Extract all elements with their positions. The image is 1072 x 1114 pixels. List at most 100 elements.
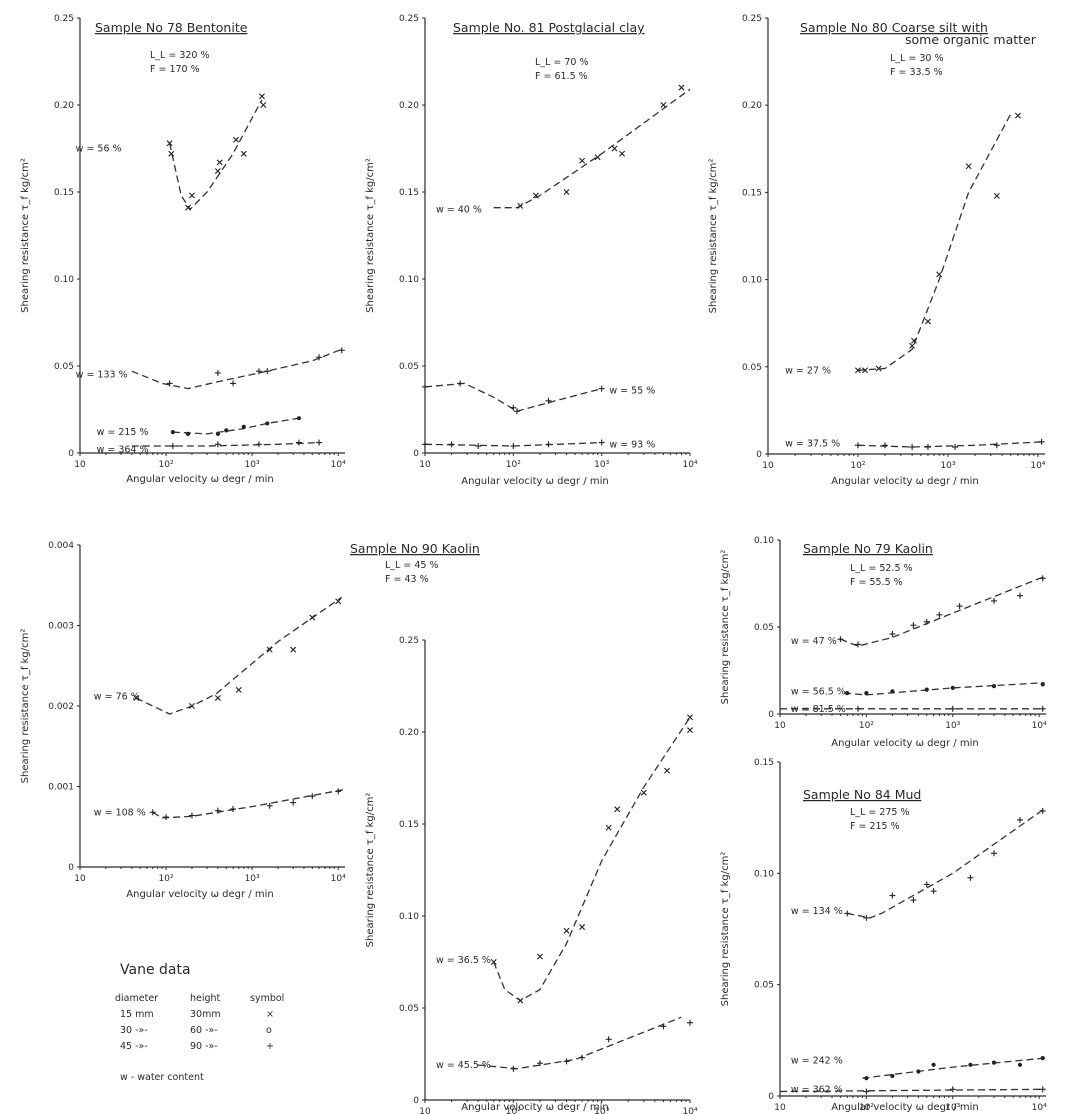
data-point	[316, 354, 323, 361]
soil-parameter: F = 170 %	[150, 64, 200, 75]
data-point	[882, 442, 889, 449]
data-point	[258, 93, 265, 100]
series: w = 364 %	[97, 439, 323, 456]
chart-6: 0 0.05 0.10 10 10² 10³ 10⁴ Angular velocity ω d…	[720, 536, 1047, 749]
data-point	[510, 443, 517, 450]
data-point	[457, 380, 464, 387]
data-point	[923, 618, 930, 625]
y-tick-label: 0.25	[399, 636, 419, 646]
series-label: w = 76 %	[94, 691, 140, 702]
series-curve	[478, 1016, 682, 1070]
data-point	[255, 441, 262, 448]
series-label: w = 47 %	[791, 636, 837, 647]
series-label: w = 55 %	[609, 385, 655, 396]
data-point	[889, 892, 896, 899]
series-label: w = 242 %	[791, 1055, 843, 1066]
y-axis-label: Shearing resistance τ_f kg/cm²	[20, 158, 31, 313]
y-axis-label: Shearing resistance τ_f kg/cm²	[365, 793, 376, 948]
data-point	[930, 888, 937, 895]
data-point	[952, 444, 959, 451]
y-axis-label: Shearing resistance τ_f kg/cm²	[708, 159, 719, 314]
y-tick-label: 0.05	[754, 623, 774, 633]
data-point	[422, 383, 428, 390]
y-tick-label: 0.15	[742, 188, 762, 198]
data-point	[170, 430, 175, 435]
series-curve	[840, 575, 1045, 647]
chart-title: Sample No 78 Bentonite	[95, 20, 248, 35]
data-point	[1040, 682, 1045, 687]
data-point	[924, 687, 929, 692]
data-point	[532, 192, 539, 199]
y-tick-label: 0.10	[754, 536, 774, 546]
soil-parameter: F = 55.5 %	[850, 577, 903, 588]
data-point	[169, 443, 176, 450]
data-point	[517, 997, 524, 1004]
soil-parameter: F = 215 %	[850, 821, 900, 832]
data-point	[241, 424, 246, 429]
data-point	[931, 1062, 936, 1067]
x-tick-label: 10²	[159, 874, 174, 884]
data-point	[1014, 112, 1021, 119]
data-point	[545, 397, 552, 404]
data-point	[845, 691, 850, 696]
x-tick-label: 10	[774, 721, 786, 731]
data-point	[133, 694, 140, 701]
data-point	[678, 84, 685, 91]
soil-parameter: L_L = 275 %	[850, 807, 910, 818]
vane-row-1-symbol: ×	[266, 1009, 274, 1020]
vane-data-title: Vane data	[120, 962, 191, 978]
data-point	[640, 789, 647, 796]
vane-footnote: w - water content	[120, 1072, 204, 1083]
data-point	[166, 140, 173, 147]
y-tick-label: 0	[413, 449, 419, 459]
data-point	[188, 192, 195, 199]
data-point	[687, 1019, 693, 1026]
data-point	[890, 689, 895, 694]
series-label: w = 56.5 %	[791, 686, 846, 697]
series-curve	[493, 716, 691, 1002]
soil-parameter: F = 61.5 %	[535, 71, 588, 82]
series-label: w = 36.5 %	[436, 955, 491, 966]
data-point	[594, 154, 601, 161]
data-point	[909, 342, 916, 349]
data-point	[149, 809, 156, 816]
x-tick-label: 10	[74, 874, 86, 884]
x-tick-label: 10³	[245, 460, 260, 470]
vane-row-2-height: 60 -»-	[190, 1025, 218, 1036]
data-point	[936, 611, 943, 618]
series-label: w = 40 %	[436, 204, 482, 215]
x-tick-label: 10⁴	[1030, 461, 1045, 471]
series-label: w = 362 %	[791, 1084, 843, 1095]
data-point	[1039, 807, 1046, 814]
data-point	[235, 686, 242, 693]
series-label: w = 133 %	[76, 370, 128, 381]
x-tick-label: 10²	[159, 460, 174, 470]
vane-data-legend: Vane data diameter height symbol 15 mm 3…	[115, 962, 284, 1083]
data-point	[513, 408, 520, 415]
data-point	[687, 727, 693, 734]
data-point	[875, 365, 882, 372]
y-tick-label: 0.10	[399, 275, 419, 285]
data-point	[185, 431, 191, 436]
chart-title: Sample No 84 Mud	[803, 787, 921, 802]
vane-row-1-height: 30mm	[190, 1009, 221, 1020]
data-point	[855, 641, 862, 648]
series: w = 40 %	[436, 84, 691, 215]
data-point	[890, 1073, 895, 1079]
data-point	[185, 204, 192, 211]
chart-4: 0 0.001 0.002 0.003 0.004 10 10² 10³ 10⁴ Angular …	[20, 541, 346, 900]
x-tick-label: 10²	[506, 460, 521, 470]
x-tick-label: 10³	[594, 460, 609, 470]
data-point	[990, 850, 997, 857]
y-tick-label: 0	[68, 863, 74, 873]
data-point	[863, 1088, 870, 1095]
series: w = 93 %	[422, 439, 655, 450]
y-tick-label: 0.15	[399, 188, 419, 198]
series: w = 362 %	[779, 1084, 1046, 1095]
data-point	[224, 428, 229, 433]
data-point	[910, 897, 917, 904]
data-point	[296, 416, 302, 421]
series-label: w = 27 %	[785, 365, 831, 376]
y-axis-label: Shearing resistance τ_f kg/cm²	[365, 158, 376, 313]
data-point	[611, 145, 618, 152]
